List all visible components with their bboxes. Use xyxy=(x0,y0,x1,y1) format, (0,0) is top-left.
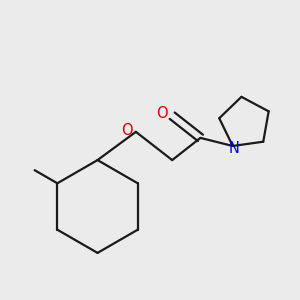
Text: O: O xyxy=(121,123,133,138)
Text: O: O xyxy=(156,106,168,121)
Text: N: N xyxy=(229,141,239,156)
